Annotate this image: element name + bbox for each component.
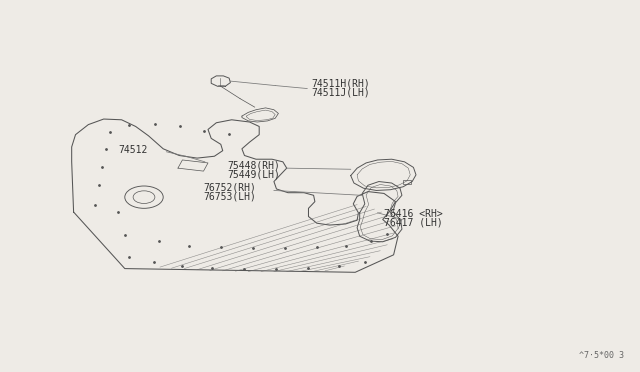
Text: 74512: 74512 [118, 145, 148, 154]
Text: 76416 <RH>: 76416 <RH> [384, 209, 443, 219]
Text: ^7·5*00 3: ^7·5*00 3 [579, 351, 624, 360]
Text: 74511H(RH): 74511H(RH) [312, 79, 371, 89]
Text: 76752(RH): 76752(RH) [204, 183, 257, 193]
Text: 76753(LH): 76753(LH) [204, 192, 257, 201]
Text: 75448(RH): 75448(RH) [227, 161, 280, 170]
Text: 76417 (LH): 76417 (LH) [384, 218, 443, 227]
Bar [403, 180, 411, 184]
Text: 75449(LH): 75449(LH) [227, 169, 280, 179]
Text: 74511J(LH): 74511J(LH) [312, 87, 371, 97]
